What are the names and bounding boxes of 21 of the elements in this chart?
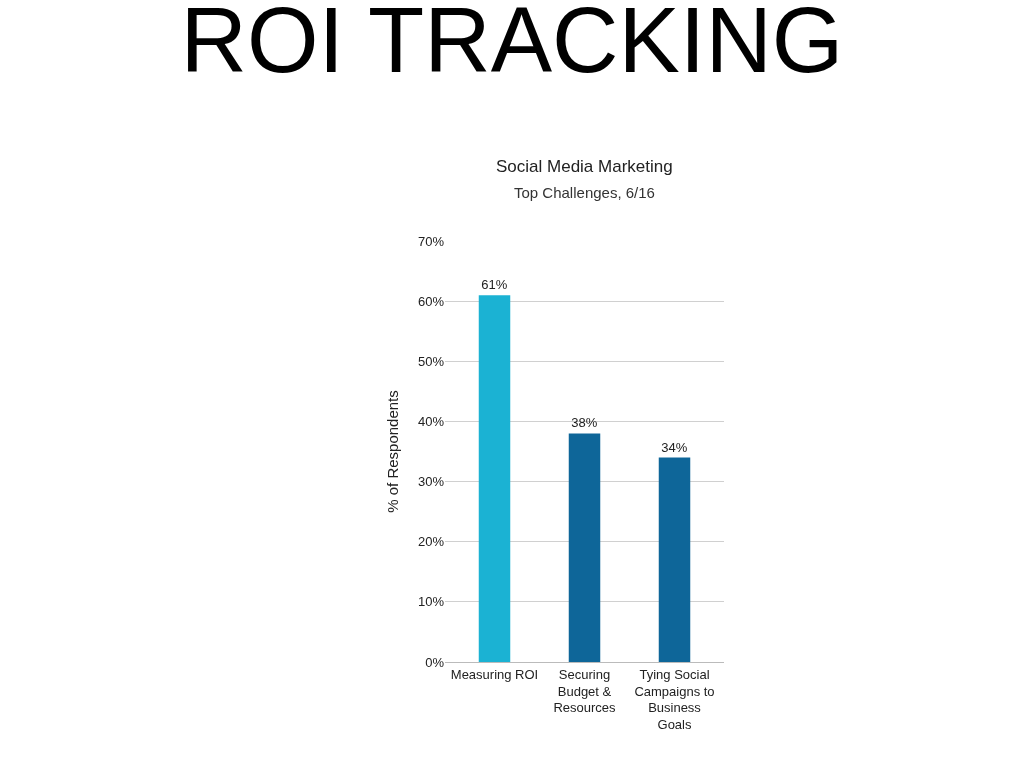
- bar: [658, 457, 691, 662]
- y-tick-label: 20%: [417, 534, 445, 550]
- y-tick-label: 30%: [417, 474, 445, 490]
- y-tick-label: 10%: [417, 594, 445, 610]
- chart-title: ROI TRACKING: [180, 0, 844, 92]
- x-tick-label: Securing Budget & Resources: [553, 666, 617, 716]
- bar: [478, 295, 511, 662]
- data-label: 34%: [661, 439, 688, 455]
- y-tick-label: 50%: [417, 353, 445, 369]
- chart-subtitle: Social Media Marketing: [496, 157, 673, 176]
- y-axis-title: % of Respondents: [384, 390, 402, 513]
- x-tick-label: Tying Social Campaigns to Business Goals: [634, 666, 715, 733]
- y-tick-label: 70%: [417, 233, 445, 249]
- data-label: 38%: [571, 415, 598, 431]
- y-tick-label: 60%: [417, 293, 445, 309]
- text: Top Challenges, 6/16: [514, 184, 655, 201]
- y-tick-label: 40%: [417, 413, 445, 429]
- data-label: 61%: [481, 277, 508, 293]
- x-tick-label: Measuring ROI: [450, 666, 539, 682]
- bar: [568, 433, 601, 662]
- y-tick-label: 0%: [425, 654, 445, 670]
